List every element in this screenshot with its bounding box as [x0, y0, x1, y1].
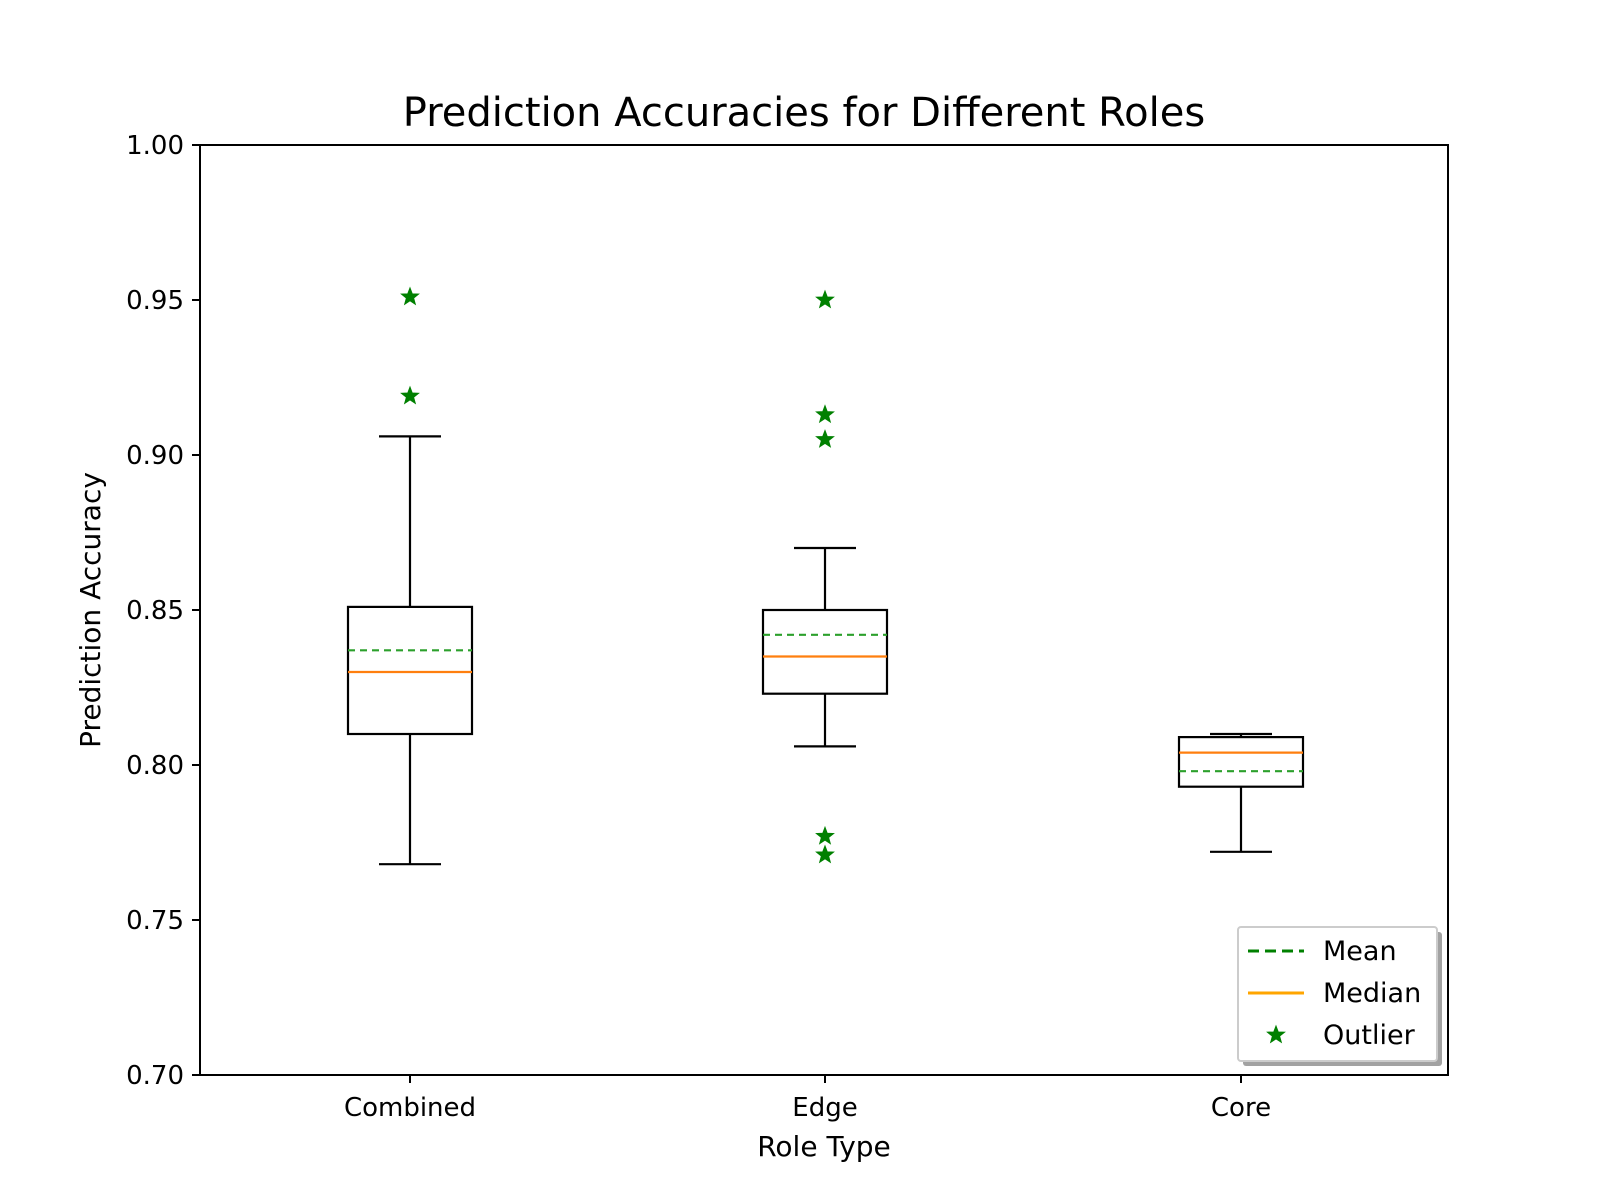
- legend-label-outlier: Outlier: [1323, 1020, 1416, 1051]
- outlier-marker: [400, 286, 420, 306]
- legend-label-mean: Mean: [1323, 936, 1397, 967]
- outlier-marker: [400, 385, 420, 405]
- legend-label-median: Median: [1323, 978, 1421, 1009]
- x-tick-label: Edge: [792, 1093, 857, 1123]
- outlier-marker: [815, 825, 835, 845]
- y-tick-label: 0.90: [126, 441, 184, 471]
- plot-area: [346, 286, 1305, 866]
- x-tick-label: Core: [1211, 1093, 1271, 1123]
- y-tick-label: 0.75: [126, 906, 184, 936]
- outlier-marker: [815, 289, 835, 309]
- box-iqr: [346, 605, 474, 736]
- legend-outlier-swatch: [1266, 1024, 1286, 1044]
- outlier-marker: [815, 404, 835, 424]
- box-core: [1177, 732, 1305, 853]
- legend: Mean Median Outlier: [1237, 926, 1442, 1066]
- box-edge: [761, 289, 889, 864]
- y-tick-label: 1.00: [126, 131, 184, 161]
- box-iqr: [1177, 735, 1305, 788]
- y-tick-label: 0.80: [126, 751, 184, 781]
- x-tick-label: Combined: [344, 1093, 476, 1123]
- outlier-marker: [815, 844, 835, 864]
- box-iqr: [761, 608, 889, 695]
- chart-title: Prediction Accuracies for Different Role…: [403, 90, 1205, 136]
- legend-box: [1237, 926, 1438, 1062]
- y-tick-label: 0.85: [126, 596, 184, 626]
- x-axis: Combined Edge Core: [344, 1075, 1271, 1123]
- y-axis-label: Prediction Accuracy: [74, 472, 107, 748]
- box-combined: [346, 286, 474, 866]
- y-axis: 0.70 0.75 0.80 0.85 0.90 0.95 1.00: [126, 131, 200, 1091]
- outlier-marker: [815, 429, 835, 448]
- x-axis-label: Role Type: [757, 1130, 891, 1163]
- y-tick-label: 0.70: [126, 1061, 184, 1091]
- y-tick-label: 0.95: [126, 286, 184, 316]
